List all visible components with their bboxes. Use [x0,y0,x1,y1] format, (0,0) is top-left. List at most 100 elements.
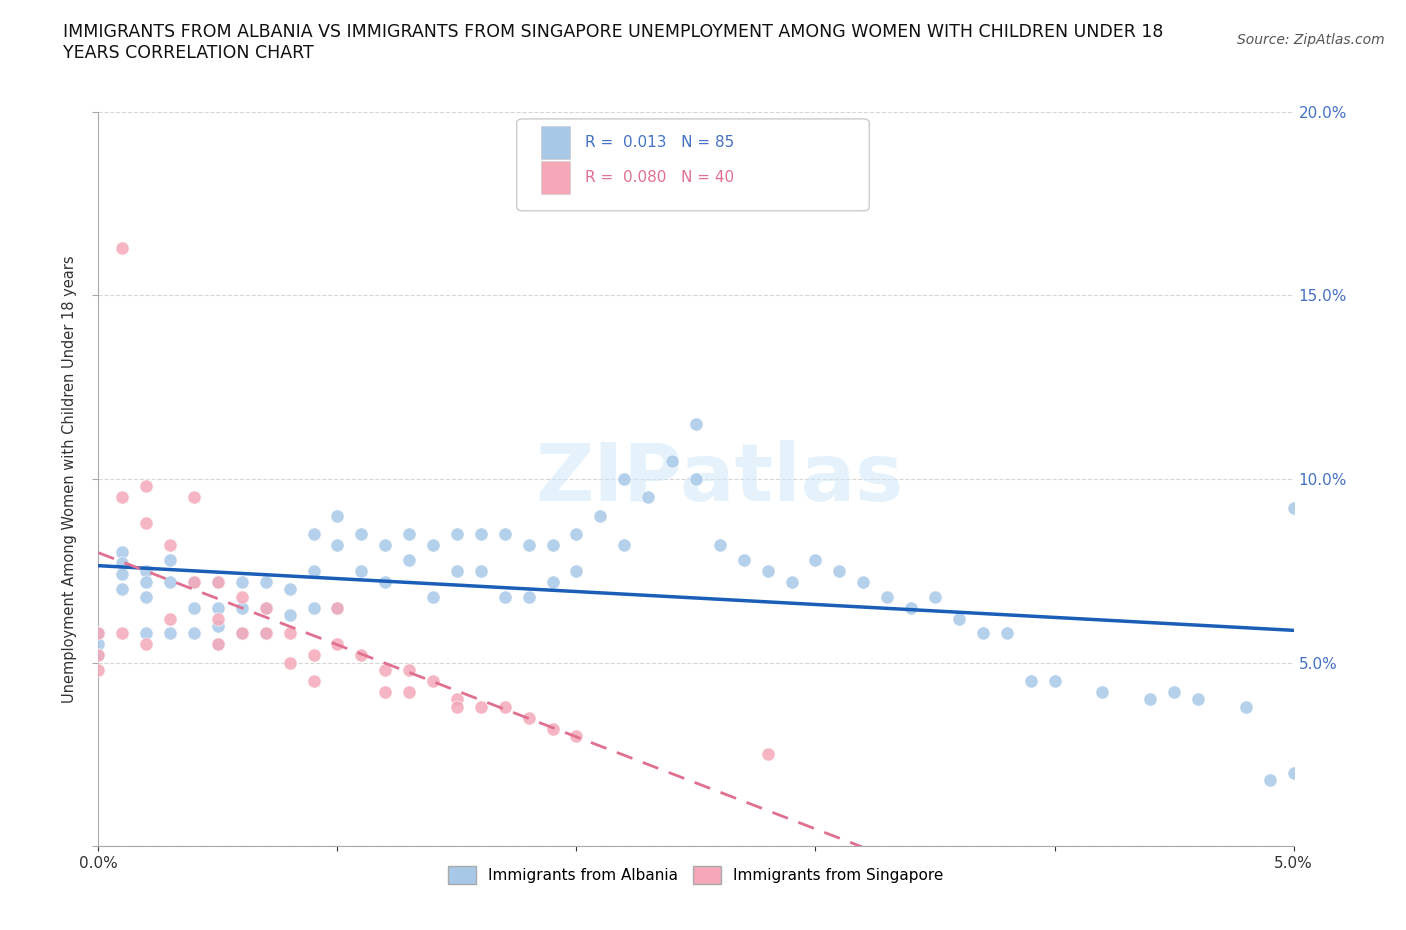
Point [326,637,349,652]
Point [494,589,516,604]
Point [183,490,205,505]
Text: IMMIGRANTS FROM ALBANIA VS IMMIGRANTS FROM SINGAPORE UNEMPLOYMENT AMONG WOMEN WI: IMMIGRANTS FROM ALBANIA VS IMMIGRANTS FR… [63,23,1164,62]
Point [183,575,205,590]
Point [159,626,181,641]
Point [326,600,349,615]
Point [494,699,516,714]
Point [900,600,922,615]
Point [135,515,157,530]
Point [756,747,779,762]
Text: R =  0.013   N = 85: R = 0.013 N = 85 [585,136,734,151]
Point [183,626,205,641]
Point [1282,765,1305,780]
Point [924,589,946,604]
Point [589,508,612,523]
Point [1139,692,1161,707]
Point [804,552,827,567]
Point [159,611,181,626]
Point [828,564,851,578]
Point [685,417,707,432]
Point [302,673,325,688]
Point [398,662,420,677]
Point [398,526,420,541]
Point [422,673,444,688]
Point [517,711,540,725]
Point [876,589,898,604]
Point [1234,699,1257,714]
Point [111,567,134,582]
Point [254,600,277,615]
Point [87,648,110,663]
Point [350,564,373,578]
Point [254,626,277,641]
Point [159,538,181,552]
Point [470,699,492,714]
Point [231,626,253,641]
Point [111,240,134,255]
Point [1019,673,1042,688]
Point [470,526,492,541]
Legend: Immigrants from Albania, Immigrants from Singapore: Immigrants from Albania, Immigrants from… [443,860,949,890]
Text: ZIPatlas: ZIPatlas [536,440,904,518]
Point [302,526,325,541]
Point [87,648,110,663]
Point [494,526,516,541]
Point [278,582,301,597]
Point [374,538,396,552]
Point [541,538,564,552]
Point [1258,773,1281,788]
Point [207,637,229,652]
Point [111,626,134,641]
Bar [541,161,571,193]
Point [398,684,420,699]
Point [709,538,731,552]
Point [972,626,994,641]
Point [254,575,277,590]
Point [231,626,253,641]
Point [302,600,325,615]
Point [111,490,134,505]
Point [422,538,444,552]
Point [231,600,253,615]
Point [1091,684,1114,699]
Point [183,600,205,615]
Point [613,538,636,552]
Y-axis label: Unemployment Among Women with Children Under 18 years: Unemployment Among Women with Children U… [62,255,77,703]
Point [254,600,277,615]
Point [207,637,229,652]
Point [254,626,277,641]
Text: R =  0.080   N = 40: R = 0.080 N = 40 [585,170,734,185]
Point [350,526,373,541]
Point [446,526,468,541]
Point [207,611,229,626]
Point [111,582,134,597]
Point [1043,673,1066,688]
Point [733,552,755,567]
Point [207,575,229,590]
Point [565,526,588,541]
Point [302,648,325,663]
Point [422,589,444,604]
Point [326,538,349,552]
Point [87,637,110,652]
Point [374,662,396,677]
Point [207,618,229,633]
Point [278,607,301,622]
Point [1282,501,1305,516]
Point [231,589,253,604]
Point [661,453,683,468]
Point [398,552,420,567]
Point [159,575,181,590]
Point [350,648,373,663]
Point [446,564,468,578]
Point [207,600,229,615]
Point [135,637,157,652]
Text: Source: ZipAtlas.com: Source: ZipAtlas.com [1237,33,1385,46]
Point [87,626,110,641]
Point [852,575,875,590]
Point [613,472,636,486]
Bar [541,126,571,159]
FancyBboxPatch shape [517,119,869,211]
Point [517,538,540,552]
Point [183,575,205,590]
